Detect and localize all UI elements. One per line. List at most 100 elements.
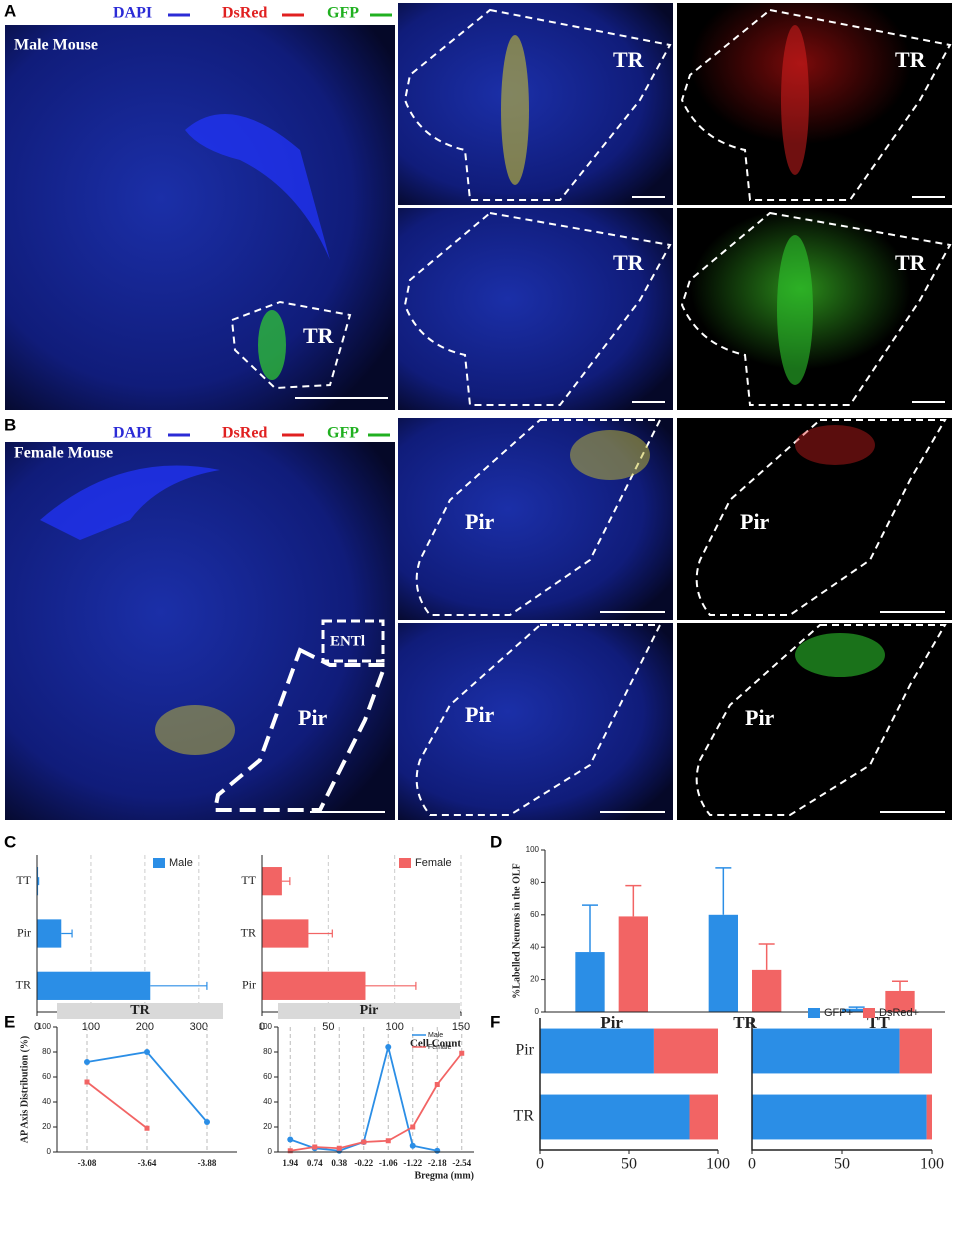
label-cluster [155,705,235,755]
line [86,1081,148,1129]
y-tick-label: Pir [242,978,256,992]
x-tick-label: -2.18 [428,1158,447,1168]
legend-label: GFP+ [824,1007,853,1019]
bar-segment [653,1028,718,1074]
point [434,1082,440,1087]
bar [885,990,915,1012]
region-outline [680,8,952,201]
label-cluster [781,25,809,175]
point [410,1124,416,1130]
error-bar [308,929,333,938]
x-axis-label: Bregma (mm) [414,1170,474,1181]
bar-segment [926,1094,932,1140]
axis [277,1027,474,1153]
bar [37,919,62,948]
y-tick-label: Pir [17,925,31,939]
y-tick-label: 0 [535,1007,540,1016]
label-cluster [501,35,529,185]
y-tick-label: 40 [42,1097,51,1106]
bar [37,867,39,896]
bar [708,914,738,1012]
x-tick-label: 1.94 [282,1158,298,1168]
point [336,1145,342,1151]
x-tick-label: 0 [34,1021,40,1033]
y-tick-label: TR [241,925,256,939]
region-outline [695,624,947,816]
region-outline [415,624,662,816]
x-tick-label: 0 [536,1156,544,1173]
region-outline [212,647,388,812]
x-tick-label: 200 [136,1021,154,1033]
bar [752,969,782,1012]
point [361,1139,367,1145]
x-tick-label: 100 [706,1156,730,1173]
legend-swatch [399,858,411,868]
region-label: Pir [745,705,775,730]
y-tick-label: 40 [263,1097,272,1106]
region-label: Pir [465,509,495,534]
x-tick-label: Pir [600,1013,623,1032]
x-tick-label: 0.74 [307,1158,323,1168]
micrograph [398,208,673,410]
legend-label: Male [428,1032,443,1039]
y-tick-label: TT [241,873,256,887]
label-cluster [795,425,875,465]
region-outline [321,619,385,663]
channel-label: GFP [327,5,359,22]
y-tick-label: 60 [530,910,539,919]
bar-segment [899,1028,932,1074]
error-bar [365,981,417,990]
point [459,1050,465,1056]
x-tick-label: -3.88 [198,1158,217,1168]
legend-label: Female [415,857,452,869]
legend-label: Male [169,857,193,869]
point [84,1079,90,1085]
y-tick-label: 100 [259,1022,273,1031]
bar-segment [752,1028,900,1074]
micrograph [5,442,395,820]
axis [751,1018,932,1151]
point [409,1142,416,1149]
y-axis-label: AP Axis Distribution (%) [19,1036,30,1144]
x-tick-label: 0 [259,1021,265,1033]
bar [262,919,309,948]
point [287,1136,294,1143]
x-tick-label: -3.64 [138,1158,157,1168]
panel-label: B [4,415,16,434]
micrograph [398,623,673,820]
legend-label: Female [428,1044,451,1051]
region-outline [230,300,352,390]
x-tick-label: 0.38 [331,1158,347,1168]
y-tick-label: 60 [42,1072,51,1081]
bar [262,971,366,1000]
y-tick-label: 20 [42,1122,51,1131]
legend-swatch [153,858,165,868]
region-label: ENTl [330,633,365,649]
x-tick-label: 100 [82,1021,100,1033]
mouse-label: Female Mouse [14,445,113,462]
point [385,1138,391,1144]
panel-label: E [4,1012,15,1031]
point [287,1148,293,1154]
x-tick-label: 50 [621,1156,637,1173]
panel-label: F [490,1012,500,1031]
y-tick-label: TT [16,873,31,887]
y-tick-label: 40 [530,942,539,951]
bar [618,916,648,1012]
label-cluster [258,310,286,380]
y-tick-label: 80 [530,878,539,887]
bar [842,1008,872,1012]
error-bar [892,980,908,991]
x-tick-label: 100 [385,1021,403,1033]
y-axis-label: %Labelled Neurons in the OLF [511,863,522,998]
panel-label: C [4,832,16,851]
micrograph [5,25,395,410]
axis [56,1027,237,1153]
error-bar [38,877,40,886]
micrograph [677,418,952,620]
channel-label: GFP [327,425,359,442]
label-cluster [795,633,885,677]
label-cluster [777,235,813,385]
y-tick-label: 20 [530,975,539,984]
panel-a: A DAPI DsRed GFP Male Mouse TR TR TR TR … [4,1,952,410]
